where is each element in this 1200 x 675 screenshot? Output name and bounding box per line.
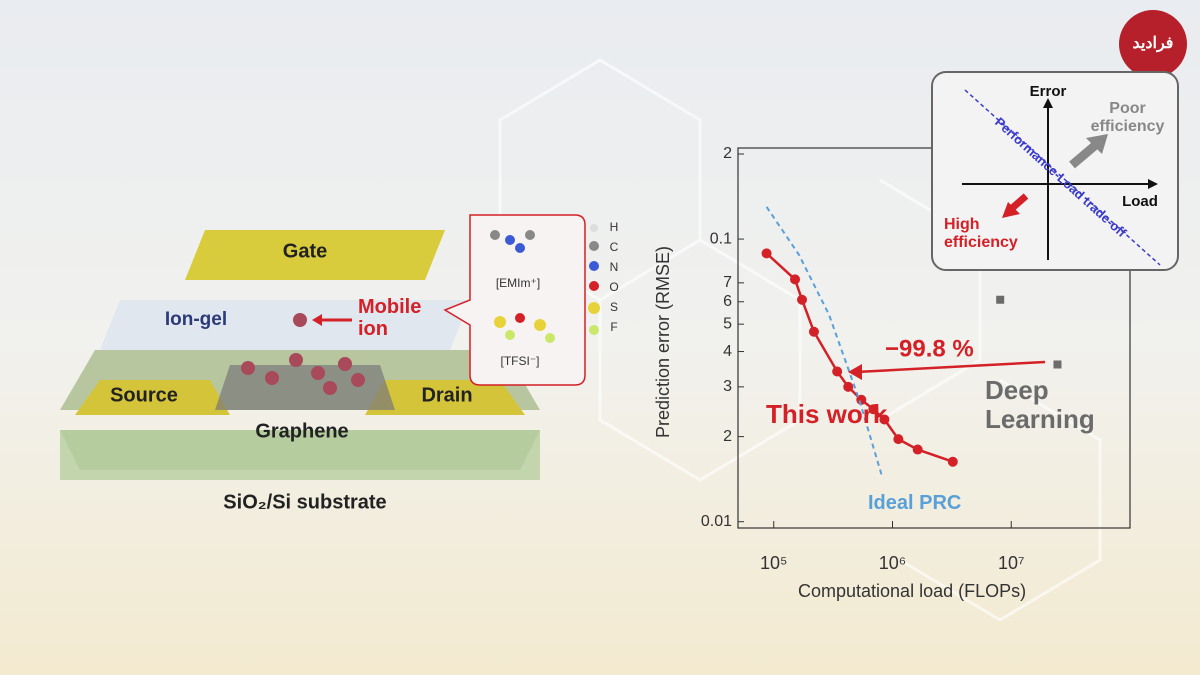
anion-label: [TFSI⁻] [501,354,540,368]
graphene-label: Graphene [255,420,348,442]
point [912,444,923,455]
inset-load: Load [1122,193,1158,210]
point [996,295,1005,304]
y-axis-label: Prediction error (RMSE) [653,246,673,438]
high-arrow-head [1002,202,1020,218]
drain-pad [365,380,525,415]
y-tick-label: 5 [723,315,732,332]
reduction-arrow-head [848,364,862,380]
element-label: C [610,240,619,254]
series-label: Ideal PRC [868,492,962,514]
device [60,214,600,480]
substrate [60,430,540,480]
x-axis-label: Computational load (FLOPs) [798,581,1026,601]
element-label: H [610,220,619,234]
element-label: O [609,280,618,294]
inset-poor: Poor efficiency [1090,100,1165,135]
ion-gel-label: Ion-gel [165,309,227,330]
mobile-ion-label: Mobile ion [358,296,422,340]
point [893,434,904,445]
drain-label: Drain [421,384,472,406]
point [761,248,772,259]
logo-badge [1119,10,1187,78]
x-tick-label: 10⁶ [879,553,906,573]
element-label: F [610,320,617,334]
point [868,404,879,415]
gate-pad [185,230,445,280]
reduction-arrow [855,360,1046,374]
x-tick-label: 10⁷ [998,553,1025,573]
inset-y-head [1043,98,1053,108]
reduction-label: −99.8 % [885,335,974,362]
series-label: This work [766,399,888,429]
tradeoff-line [964,89,1161,266]
point [790,274,801,285]
y-tick-label: 6 [723,293,732,310]
graphene-sheet [215,365,395,410]
ion-arrow-head [312,314,322,326]
molecules [490,224,600,343]
inset-high: High efficiency [944,216,1018,251]
poor-arrow-head [1086,134,1108,154]
background-mesh [498,58,1102,622]
series-line [765,206,883,475]
element-label: S [610,300,618,314]
source-pad [75,380,230,415]
point [879,414,890,425]
y-tick-label: 3 [723,378,732,395]
y-tick-label: 2 [723,145,732,162]
ions [241,313,365,395]
source-label: Source [110,384,178,406]
y-tick-label: 7 [723,274,732,291]
point [843,381,854,392]
point [1053,360,1062,369]
point [797,294,808,305]
cation-label: [EMIm⁺] [496,276,540,290]
point [832,366,843,377]
ion-gel-block [100,300,470,350]
point [856,394,867,405]
gate-label: Gate [283,240,327,262]
y-tick-label: 0.1 [710,230,732,247]
inset-x-head [1148,179,1158,189]
y-tick-label: 2 [723,428,732,445]
point [808,326,819,337]
point [947,456,958,467]
plot: 10⁵ 10⁶ 10⁷ 0.01 2 3 4 5 6 7 0.1 2 [701,145,1062,573]
y-tick-label: 4 [723,343,732,360]
logo-text: فرادید [1133,35,1174,53]
element-label: N [610,260,619,274]
series-label: Deep Learning [985,375,1095,434]
poor-arrow [1069,139,1101,169]
y-tick-label: 0.01 [701,513,732,530]
inset-error: Error [1030,83,1067,100]
substrate-label: SiO₂/Si substrate [223,491,386,513]
x-tick-label: 10⁵ [760,553,787,573]
